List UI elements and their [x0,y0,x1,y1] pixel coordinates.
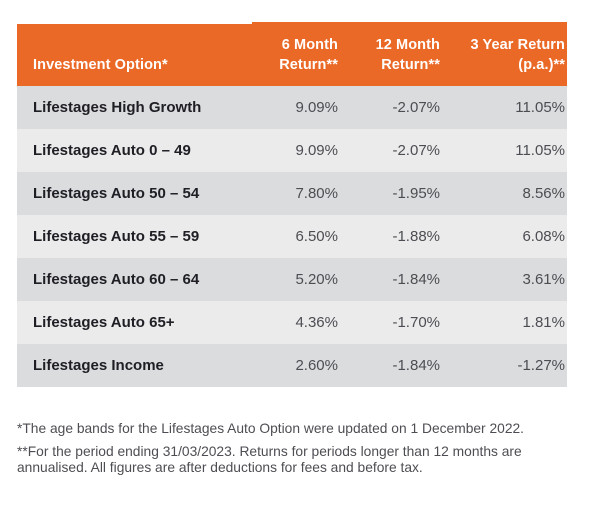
table-row: Lifestages Income 2.60% -1.84% -1.27% [17,344,567,387]
column-header-investment-option-label: Investment Option* [33,57,168,73]
cell-option-name: Lifestages Auto 50 – 54 [33,185,200,202]
cell-option-name: Lifestages High Growth [33,99,202,116]
cell-6-month-return: 9.09% [295,99,338,116]
table-row: Lifestages Auto 60 – 64 5.20% -1.84% 3.6… [17,258,567,301]
table-row: Lifestages High Growth 9.09% -2.07% 11.0… [17,86,567,129]
column-header-3-year-return: 3 Year Return (p.a.)** [440,35,567,75]
cell-3-year-return: 8.56% [522,185,565,202]
cell-12-month-return: -1.84% [392,271,440,288]
cell-12-month-return: -2.07% [392,142,440,159]
cell-12-month-return: -1.84% [392,357,440,374]
cell-option-name: Lifestages Auto 65+ [33,314,175,331]
column-header-6-month-return: 6 Month Return** [227,35,338,75]
table-header-row: Investment Option* 6 Month Return** 12 M… [17,22,567,86]
cell-3-year-return: 6.08% [522,228,565,245]
table-row: Lifestages Auto 55 – 59 6.50% -1.88% 6.0… [17,215,567,258]
cell-3-year-return: -1.27% [517,357,565,374]
column-header-6-month-line1: 6 Month [281,37,338,53]
table-row: Lifestages Auto 0 – 49 9.09% -2.07% 11.0… [17,129,567,172]
cell-6-month-return: 5.20% [295,271,338,288]
column-header-3-year-line1: 3 Year Return [470,37,565,53]
footnote-age-bands: *The age bands for the Lifestages Auto O… [17,421,524,436]
column-header-12-month-line1: 12 Month [375,37,440,53]
cell-6-month-return: 4.36% [295,314,338,331]
cell-6-month-return: 7.80% [295,185,338,202]
cell-3-year-return: 1.81% [522,314,565,331]
table-row: Lifestages Auto 65+ 4.36% -1.70% 1.81% [17,301,567,344]
cell-option-name: Lifestages Auto 60 – 64 [33,271,200,288]
cell-option-name: Lifestages Income [33,357,164,374]
cell-12-month-return: -1.88% [392,228,440,245]
column-header-3-year-line2: (p.a.)** [518,57,565,73]
cell-12-month-return: -1.95% [392,185,440,202]
cell-option-name: Lifestages Auto 0 – 49 [33,142,191,159]
investment-returns-table: Investment Option* 6 Month Return** 12 M… [17,22,567,387]
cell-12-month-return: -1.70% [392,314,440,331]
column-header-6-month-line2: Return** [279,57,338,73]
cell-6-month-return: 2.60% [295,357,338,374]
cell-3-year-return: 11.05% [515,142,565,159]
table-row: Lifestages Auto 50 – 54 7.80% -1.95% 8.5… [17,172,567,215]
cell-6-month-return: 6.50% [295,228,338,245]
cell-12-month-return: -2.07% [392,99,440,116]
column-header-investment-option: Investment Option* [17,55,227,75]
cell-6-month-return: 9.09% [295,142,338,159]
footnotes: *The age bands for the Lifestages Auto O… [17,421,583,483]
table-body: Lifestages High Growth 9.09% -2.07% 11.0… [17,86,567,387]
cell-3-year-return: 3.61% [522,271,565,288]
footnote-period: **For the period ending 31/03/2023. Retu… [17,444,522,475]
cell-3-year-return: 11.05% [515,99,565,116]
column-header-12-month-return: 12 Month Return** [338,35,440,75]
header-top-notch [252,22,567,24]
column-header-12-month-line2: Return** [381,57,440,73]
cell-option-name: Lifestages Auto 55 – 59 [33,228,200,245]
